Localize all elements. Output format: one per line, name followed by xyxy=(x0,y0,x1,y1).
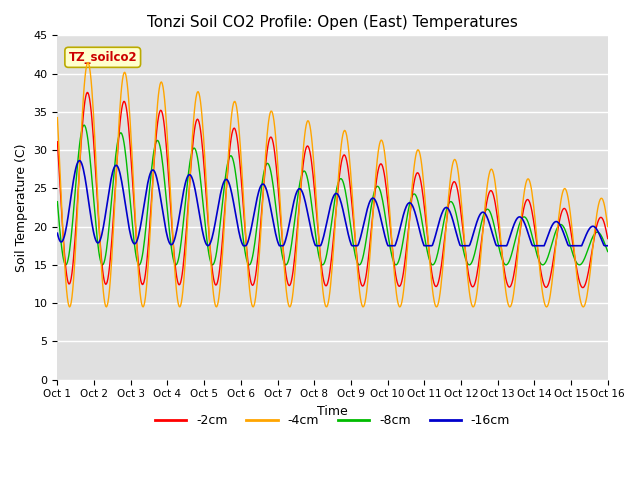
X-axis label: Time: Time xyxy=(317,405,348,418)
Title: Tonzi Soil CO2 Profile: Open (East) Temperatures: Tonzi Soil CO2 Profile: Open (East) Temp… xyxy=(147,15,518,30)
Text: TZ_soilco2: TZ_soilco2 xyxy=(68,51,137,64)
Y-axis label: Soil Temperature (C): Soil Temperature (C) xyxy=(15,143,28,272)
Legend: -2cm, -4cm, -8cm, -16cm: -2cm, -4cm, -8cm, -16cm xyxy=(150,409,515,432)
